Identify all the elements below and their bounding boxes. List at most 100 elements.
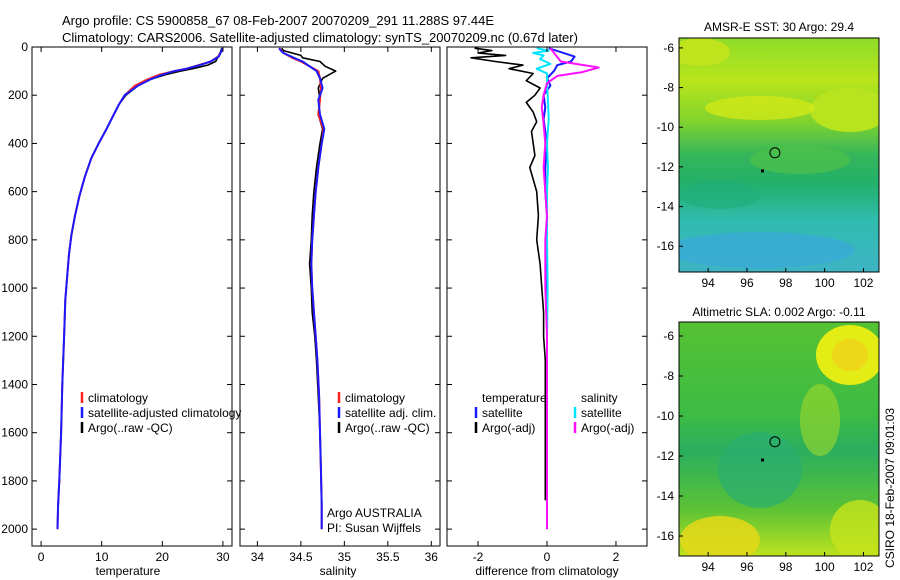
salinity-xlabel: salinity	[320, 564, 357, 578]
depth-ytick-label: 400	[8, 136, 28, 150]
sst-field	[679, 38, 879, 272]
temperature-ticks: 0 10 20 30 0 200 400 600 800 1000 1200 1400 1600 1800…	[1, 40, 232, 564]
difference-plot-area	[470, 47, 600, 530]
argo-australia-label: Argo AUSTRALIA	[327, 506, 422, 520]
sst-map-lat-label: -16	[657, 239, 675, 253]
sst-warm-patch	[705, 96, 815, 120]
sst-map-frame	[678, 37, 880, 273]
sla-map-lat-label: -8	[663, 369, 674, 383]
salinity-ticks: 34 34.5 35 35.5 36	[240, 46, 440, 564]
sla-map-lat-label: -10	[657, 409, 675, 423]
depth-ytick-label: 800	[8, 233, 28, 247]
depth-ytick-label: 2000	[1, 522, 28, 536]
sst-map-float-position-marker	[769, 147, 781, 159]
salinity-xtick-label: 35.5	[376, 550, 400, 564]
sst-map-lat-label: -6	[663, 41, 674, 55]
difference-legend-entry: Argo(-adj)	[482, 421, 535, 435]
sst-cool-patch	[679, 232, 855, 268]
sla-high-patch	[800, 384, 840, 456]
sla-map-lon-label: 98	[779, 560, 793, 574]
difference-series-line	[540, 47, 600, 530]
depth-ytick-label: 1600	[1, 426, 28, 440]
depth-ytick-label: 0	[21, 40, 28, 54]
temperature-xtick-label: 0	[38, 550, 45, 564]
depth-ytick-label: 1800	[1, 474, 28, 488]
sst-map-lon-label: 96	[740, 276, 754, 290]
difference-xtick-label: 0	[544, 550, 551, 564]
difference-xlabel: difference from climatology	[475, 564, 618, 578]
sla-map-lat-label: -16	[657, 529, 675, 543]
salinity-axes-frame	[239, 46, 441, 547]
difference-legend-title: salinity	[581, 391, 618, 405]
sla-map-frame	[678, 321, 880, 557]
sst-map-title: AMSR-E SST: 30 Argo: 29.4	[704, 20, 854, 34]
sla-map-lon-label: 100	[815, 560, 835, 574]
salinity-xtick-label: 34	[251, 550, 265, 564]
sst-map-lon-label: 94	[701, 276, 715, 290]
depth-ytick-label: 1400	[1, 377, 28, 391]
sst-warm-patch	[810, 88, 879, 132]
sla-field	[679, 322, 879, 556]
sla-map-ticks: 94 96 98 100 102 -6 -8 -10 -12 -14 -16	[657, 329, 874, 574]
difference-legend-entry: Argo(-adj)	[581, 421, 634, 435]
salinity-xtick-label: 34.5	[289, 550, 313, 564]
temperature-panel: 0 10 20 30 0 200 400 600 800 1000 1200 1400 1600 1800…	[1, 40, 241, 578]
sst-map-lon-label: 98	[779, 276, 793, 290]
salinity-series-line	[281, 47, 337, 530]
difference-legend: temperaturesatelliteArgo(-adj)salinitysa…	[474, 391, 634, 435]
sst-map-lat-label: -14	[657, 200, 675, 214]
difference-xtick-label: 2	[613, 550, 620, 564]
figure-title-line1: Argo profile: CS 5900858_67 08-Feb-2007 …	[62, 13, 494, 28]
sla-map-lon-label: 102	[853, 560, 873, 574]
sla-high-patch	[680, 516, 760, 556]
salinity-legend-entry: satellite adj. clim.	[345, 406, 436, 420]
sst-map-lon-label: 100	[815, 276, 835, 290]
sst-map-previous-position-marker	[760, 169, 764, 173]
sla-map-panel: Altimetric SLA: 0.002 Argo: -0.11 94 96 98…	[657, 305, 880, 574]
sst-map-lat-label: -10	[657, 120, 675, 134]
temperature-series-line	[56, 47, 223, 530]
difference-ticks: -2 0 2	[447, 46, 647, 564]
salinity-xtick-label: 35	[338, 550, 352, 564]
sst-map-ticks: 94 96 98 100 102 -6 -8 -10 -12 -14 -16	[657, 41, 874, 290]
difference-series-line	[470, 47, 547, 501]
sla-map-lat-label: -6	[663, 329, 674, 343]
salinity-series-line	[278, 47, 325, 530]
sst-cool-patch	[680, 181, 760, 209]
temperature-axes-frame	[31, 46, 233, 547]
sst-warm-patch	[679, 38, 730, 66]
salinity-legend-entry: Argo(..raw -QC)	[345, 421, 430, 435]
temperature-series-line	[56, 47, 224, 530]
sla-map-float-position-marker	[769, 436, 781, 448]
sst-map-markers	[760, 147, 781, 173]
sst-map-panel: AMSR-E SST: 30 Argo: 29.4 94 96 98 100 102 -6…	[657, 20, 880, 290]
depth-ytick-label: 600	[8, 185, 28, 199]
depth-ytick-label: 200	[8, 88, 28, 102]
sla-map-markers	[760, 436, 781, 462]
sla-map-lat-label: -14	[657, 489, 675, 503]
temperature-legend-entry: Argo(..raw -QC)	[88, 421, 173, 435]
difference-legend-entry: satellite	[482, 406, 523, 420]
depth-ytick-label: 1200	[1, 329, 28, 343]
sla-map-title: Altimetric SLA: 0.002 Argo: -0.11	[692, 305, 866, 319]
salinity-xtick-label: 36	[425, 550, 439, 564]
temperature-xtick-label: 10	[95, 550, 109, 564]
figure-title-line2: Climatology: CARS2006. Satellite-adjuste…	[62, 30, 578, 45]
sla-map-lat-label: -12	[657, 449, 675, 463]
difference-legend-entry: satellite	[581, 406, 622, 420]
salinity-legend-entry: climatology	[345, 391, 405, 405]
pi-label: PI: Susan Wijffels	[327, 521, 421, 535]
temperature-xtick-label: 30	[216, 550, 230, 564]
sst-map-lat-label: -12	[657, 160, 675, 174]
sla-high-patch	[832, 339, 868, 371]
temperature-legend-entry: climatology	[88, 391, 148, 405]
difference-xtick-label: -2	[473, 550, 484, 564]
difference-panel: -2 0 2 difference from climatology tempera…	[446, 46, 648, 578]
sla-low-patch	[718, 432, 802, 508]
temperature-legend-entry: satellite-adjusted climatology	[88, 406, 241, 420]
salinity-series-line	[278, 47, 326, 530]
salinity-panel: 34 34.5 35 35.5 36 salinity climatologysatel…	[239, 46, 441, 578]
